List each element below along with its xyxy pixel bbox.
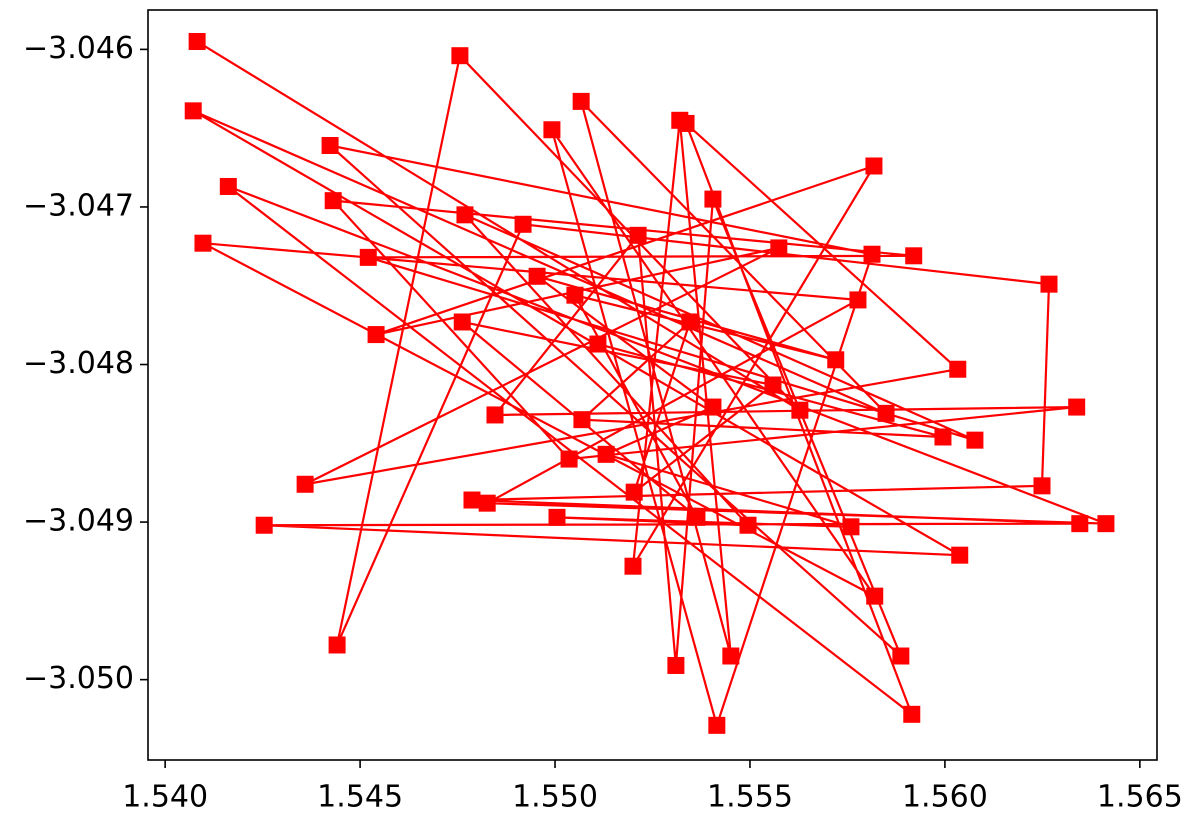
marker [625,483,643,501]
marker [514,215,532,233]
marker [863,245,881,263]
marker [849,291,867,309]
marker [566,286,584,304]
x-tick-label: 1.540 [122,780,208,815]
marker [548,508,566,526]
marker [543,121,561,139]
marker [194,234,212,252]
x-tick-label: 1.550 [512,780,598,815]
marker [934,428,952,446]
marker [677,114,695,132]
marker [764,376,782,394]
marker [624,557,642,575]
marker [722,647,740,665]
x-tick-label: 1.545 [317,780,403,815]
marker [681,313,699,331]
marker [589,335,607,353]
marker [966,431,984,449]
marker [188,33,206,51]
marker [453,313,471,331]
marker [892,647,910,665]
marker [951,546,969,564]
marker [184,102,202,120]
marker [478,494,496,512]
marker [1068,398,1086,416]
marker [1097,515,1115,533]
marker [704,398,722,416]
y-tick-label: −3.048 [23,346,134,381]
marker [842,518,860,536]
marker [328,636,346,654]
x-tick-label: 1.560 [902,780,988,815]
marker [528,267,546,285]
marker [704,190,722,208]
data-line [192,40,1107,730]
plot-frame [147,9,1158,761]
marker [324,192,342,210]
marker [463,491,481,509]
marker [708,716,726,734]
marker [791,401,809,419]
marker [573,411,591,429]
y-tick-label: −3.047 [23,188,134,223]
marker [877,404,895,422]
marker [903,705,921,723]
marker [667,656,685,674]
marker [1071,515,1089,533]
x-tick-label: 1.555 [707,780,793,815]
marker [219,177,237,195]
marker [321,137,339,155]
marker [560,450,578,468]
marker [866,587,884,605]
marker [688,508,706,526]
y-tick-label: −3.046 [23,31,134,66]
marker [865,157,883,175]
marker [367,326,385,344]
y-tick-label: −3.050 [23,661,134,696]
marker [255,516,273,534]
marker [827,351,845,369]
marker [359,248,377,266]
marker [949,360,967,378]
marker [629,226,647,244]
marker [905,247,923,265]
marker [456,206,474,224]
marker [451,47,469,65]
marker [770,239,788,257]
marker [739,516,757,534]
marker [296,475,314,493]
x-tick-label: 1.565 [1097,780,1183,815]
marker [486,406,504,424]
marker [597,445,615,463]
y-tick-label: −3.049 [23,504,134,539]
marker [1040,275,1058,293]
marker [1033,477,1051,495]
marker [572,92,590,110]
